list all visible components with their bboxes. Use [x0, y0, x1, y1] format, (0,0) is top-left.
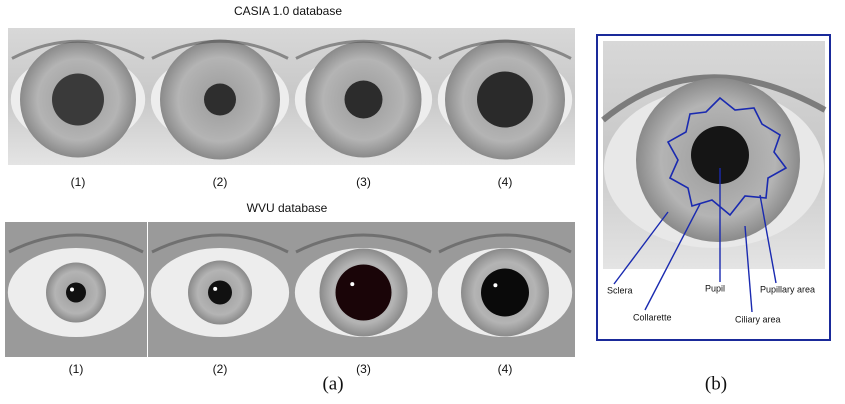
- annotation-label: Pupillary area: [760, 284, 815, 294]
- pupil: [66, 283, 86, 303]
- eye-image: [8, 28, 148, 165]
- eye-image: [148, 28, 292, 165]
- casia-image-label: (2): [213, 175, 228, 189]
- annotation-label: Collarette: [633, 312, 672, 322]
- pupil: [345, 81, 383, 119]
- casia-image-label: (3): [356, 175, 371, 189]
- caption-a: (a): [322, 373, 343, 394]
- eye-images: [5, 28, 575, 357]
- reflection: [350, 282, 354, 286]
- eye-image: [5, 222, 147, 357]
- pupil: [52, 74, 104, 126]
- reflection: [493, 283, 497, 287]
- wvu-image-label: (4): [498, 362, 513, 376]
- annotation-label: Pupil: [705, 283, 725, 293]
- caption-b: (b): [705, 373, 727, 394]
- figure: CASIA 1.0 database WVU database (a) (b) …: [0, 0, 845, 404]
- pupil: [208, 281, 232, 305]
- pupil: [204, 84, 236, 116]
- wvu-image-label: (3): [356, 362, 371, 376]
- pupil: [481, 269, 529, 317]
- annotation-label: Ciliary area: [735, 314, 781, 324]
- wvu-image-label: (1): [69, 362, 84, 376]
- casia-title: CASIA 1.0 database: [234, 4, 342, 18]
- eye-image: [292, 28, 435, 165]
- wvu-title: WVU database: [247, 201, 328, 215]
- wvu-image-label: (2): [213, 362, 228, 376]
- casia-image-label: (1): [71, 175, 86, 189]
- eye-image: [148, 222, 292, 357]
- reflection: [70, 288, 74, 292]
- eye-image: [435, 28, 575, 165]
- eye-image: [292, 222, 435, 357]
- casia-image-label: (4): [498, 175, 513, 189]
- annotation-label: Sclera: [607, 285, 633, 295]
- pupil: [477, 72, 533, 128]
- eye-image: [435, 222, 575, 357]
- reflection: [213, 287, 217, 291]
- pupil: [336, 265, 392, 321]
